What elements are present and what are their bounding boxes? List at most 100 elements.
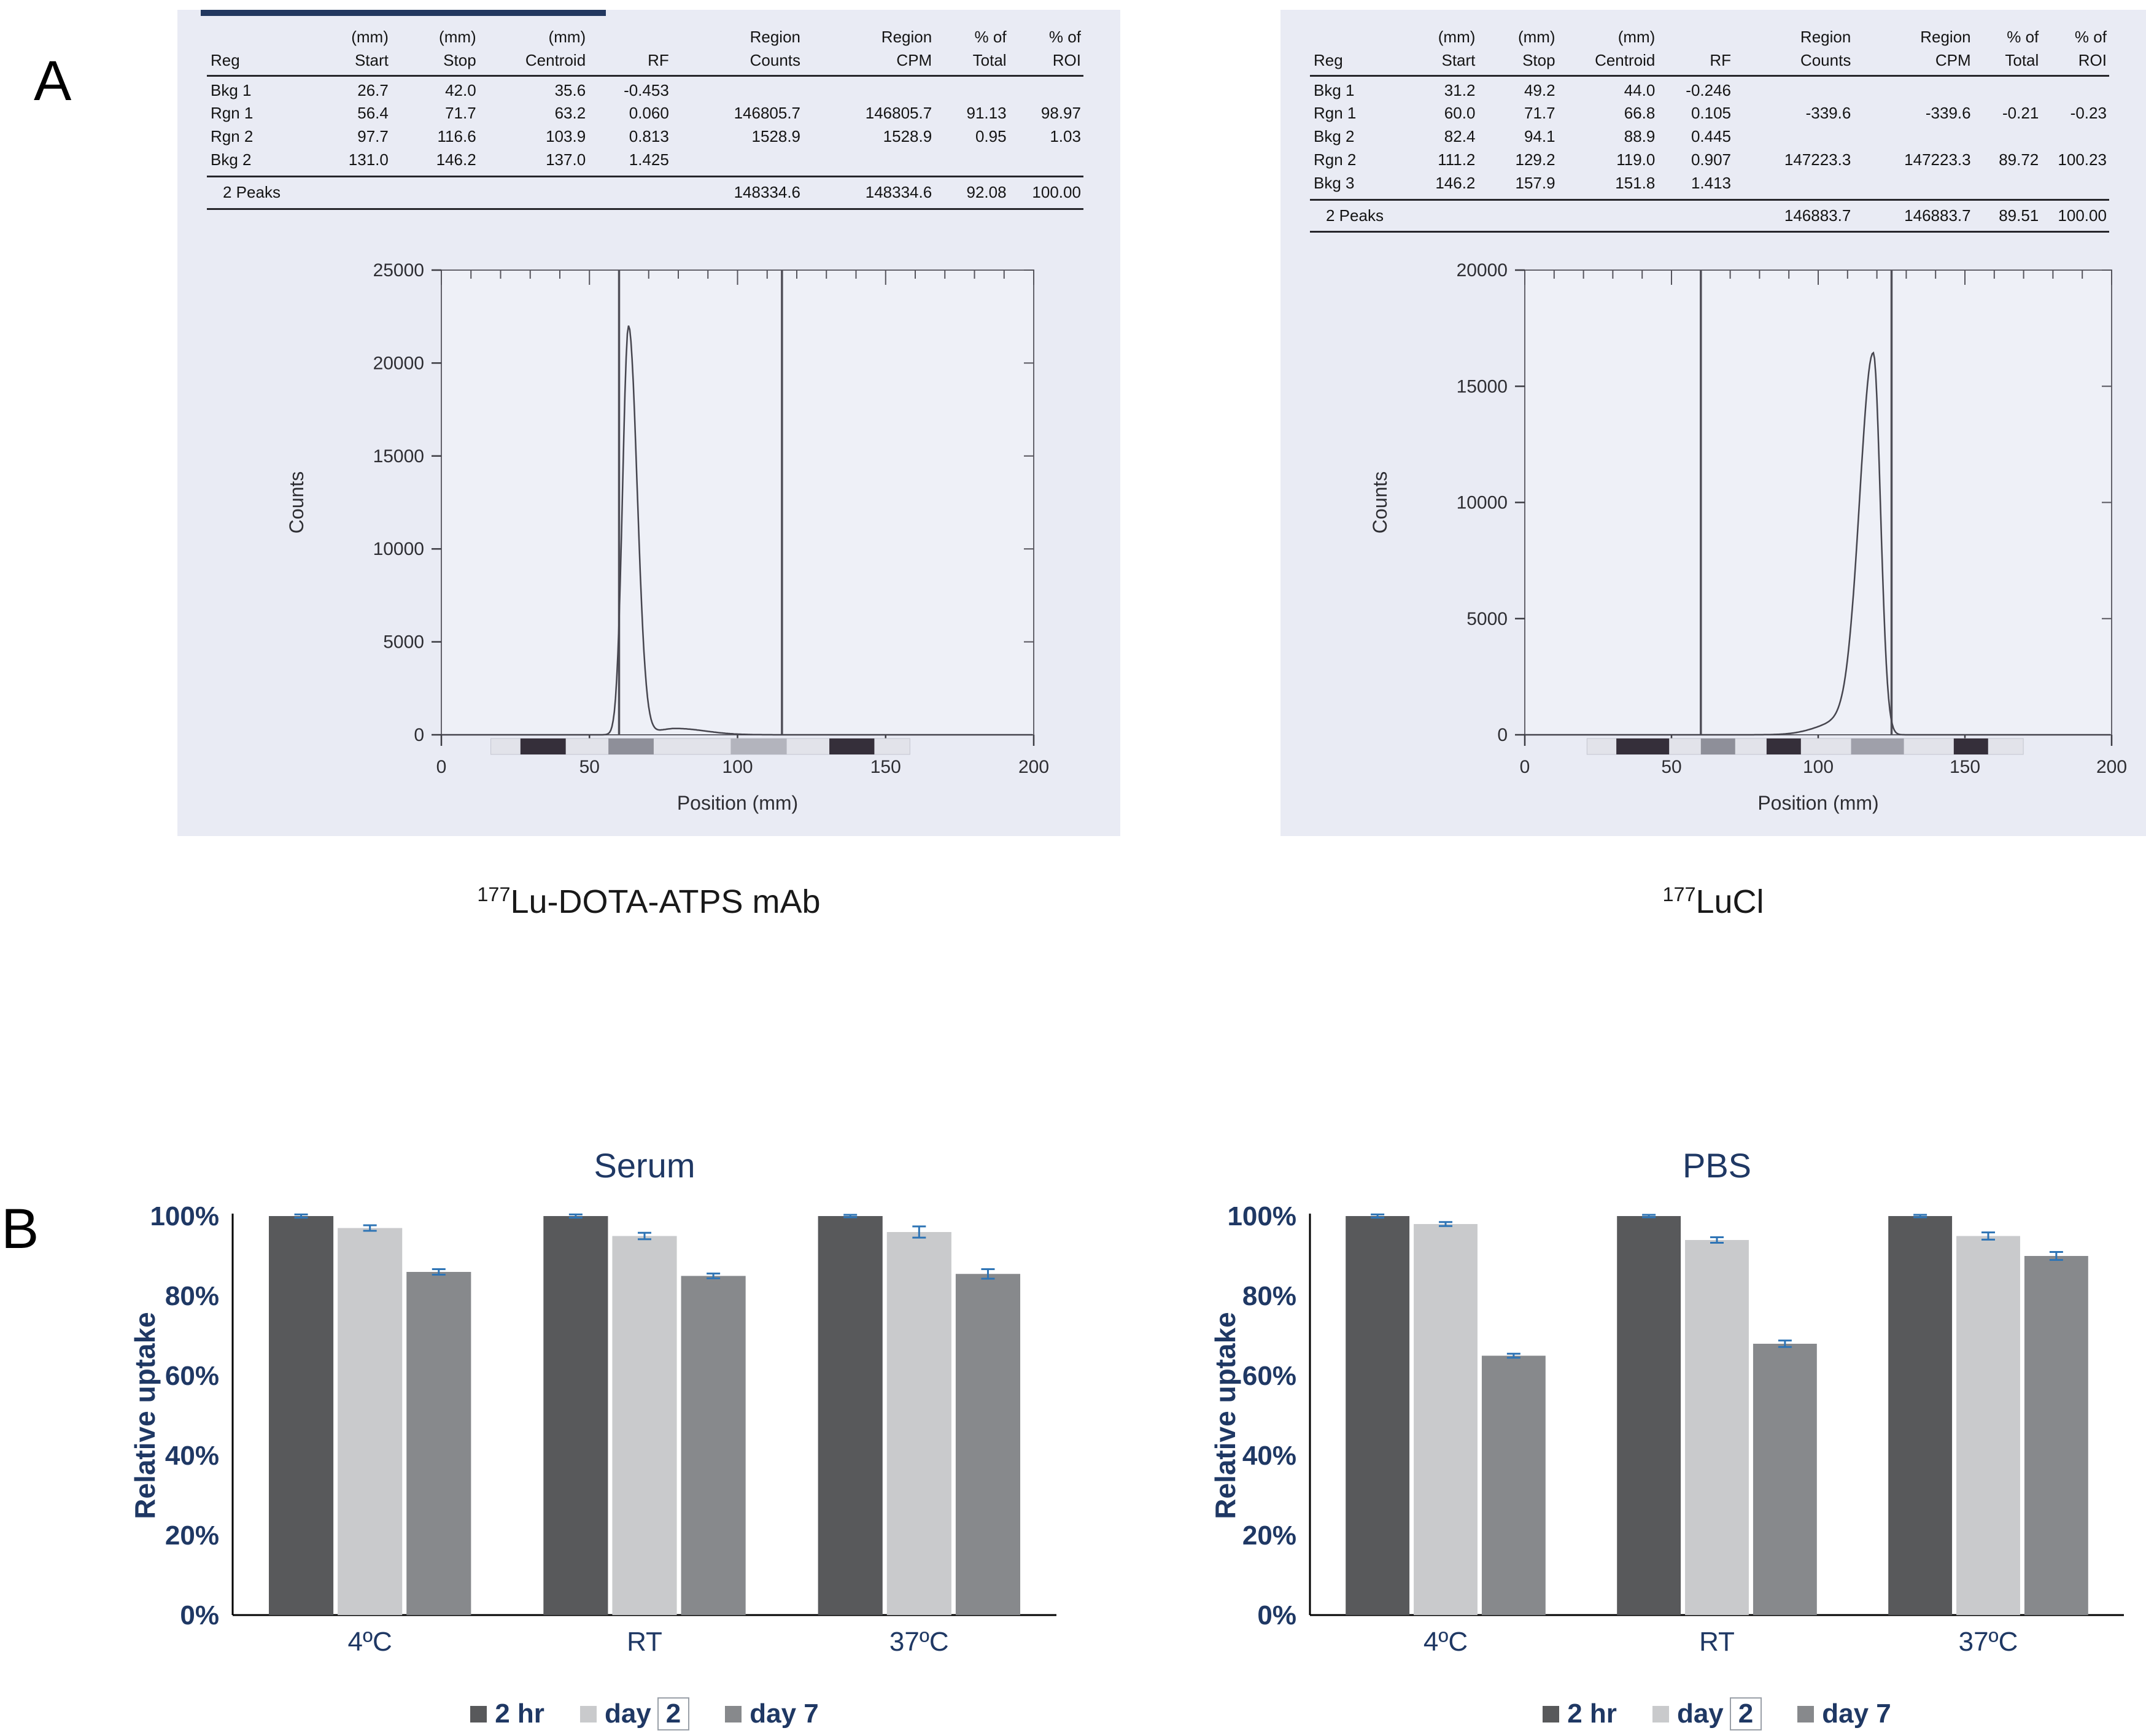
table-cell: 100.00 bbox=[1032, 182, 1081, 201]
scan-panel-lu-dota-atps: (mm) (mm) (mm) Region Region % of % of Reg Start… bbox=[177, 10, 1120, 836]
category-label: 4ºC bbox=[1424, 1627, 1468, 1657]
chromatogram-trace bbox=[1525, 351, 2111, 736]
category-label: RT bbox=[1699, 1627, 1735, 1657]
y-axis-title: Relative uptake bbox=[1209, 1312, 1241, 1519]
table-cell: 146805.7 bbox=[865, 104, 932, 123]
table-cell bbox=[1478, 204, 1557, 228]
isotope-superscript: 177 bbox=[1662, 883, 1696, 905]
table-cell: 100.23 bbox=[2058, 150, 2107, 169]
table-cell: Counts bbox=[750, 50, 801, 69]
table-cell: ROI bbox=[1052, 50, 1081, 69]
table-cell bbox=[2041, 79, 2109, 103]
table-cell: 0.060 bbox=[629, 104, 669, 123]
plot-area bbox=[441, 269, 1034, 735]
chromatogram-lucl: 0 5000 10000 15000 20000 0 50 100 150 200 Counts Po… bbox=[1317, 241, 2146, 842]
x-axis: 0 50 100 150 200 bbox=[1520, 735, 2127, 777]
bar-2-hr bbox=[543, 1216, 608, 1615]
error-bar bbox=[1439, 1221, 1452, 1227]
table-cell: 49.2 bbox=[1524, 80, 1555, 99]
legend-swatch bbox=[579, 1705, 597, 1722]
table-cell: 1.03 bbox=[1050, 127, 1081, 146]
legend-label-boxed: 2 bbox=[657, 1697, 690, 1730]
table-cell: 60.0 bbox=[1444, 104, 1476, 123]
table-row: (mm) (mm) (mm) Region Region % of % of bbox=[207, 26, 1083, 49]
table-cell: 146.2 bbox=[1435, 173, 1476, 192]
table-cell: 1528.9 bbox=[883, 127, 932, 146]
table-cell: Counts bbox=[1800, 50, 1851, 69]
x-tick-label: 0 bbox=[436, 757, 447, 777]
table-cell: % of bbox=[1048, 28, 1081, 46]
table-cell: Rgn 2 bbox=[1314, 150, 1357, 169]
bar-day-7 bbox=[1481, 1355, 1546, 1615]
table-cell: Total bbox=[972, 50, 1007, 69]
table-cell bbox=[1009, 79, 1083, 103]
table-cell: 98.97 bbox=[1040, 104, 1081, 123]
y-tick-label: 25000 bbox=[373, 260, 424, 281]
table-cell: 2 Peaks bbox=[223, 182, 281, 201]
table-row: Reg Start Stop Centroid RF Counts CPM Total ROI bbox=[1310, 49, 2109, 77]
x-axis-title: Position (mm) bbox=[677, 792, 798, 814]
y-tick-label: 10000 bbox=[1457, 493, 1508, 513]
table-cell bbox=[1558, 204, 1658, 228]
bar-2-hr bbox=[1346, 1216, 1410, 1615]
y-tick-label: 80% bbox=[165, 1281, 219, 1311]
table-cell: Region bbox=[881, 28, 932, 46]
y-tick-label: 0% bbox=[180, 1600, 219, 1630]
table-cell: -0.23 bbox=[2070, 104, 2107, 123]
error-bar bbox=[707, 1273, 721, 1279]
y-tick-label: 60% bbox=[1242, 1361, 1296, 1391]
bar-chart-svg: Serum 0% 20% 40% 60% 80% 100% 4ºC RT 37ºC Relative… bbox=[129, 1146, 1056, 1657]
table-cell: (mm) bbox=[439, 28, 476, 46]
y-tick-label: 5000 bbox=[1466, 609, 1508, 629]
table-cell bbox=[672, 79, 803, 103]
table-row: Reg Start Stop Centroid RF Counts CPM Total ROI bbox=[207, 49, 1083, 77]
x-tick-label: 100 bbox=[722, 757, 753, 777]
table-cell: Total bbox=[2005, 50, 2039, 69]
chart-title: Serum bbox=[594, 1146, 695, 1185]
table-cell: % of bbox=[2074, 28, 2107, 46]
table-cell bbox=[2041, 125, 2109, 149]
error-bar bbox=[568, 1213, 583, 1219]
tlc-region-segment bbox=[520, 738, 566, 754]
y-axis: 0 5000 10000 15000 20000 25000 bbox=[373, 260, 441, 745]
table-cell: Centroid bbox=[525, 50, 586, 69]
y-tick-label: 20% bbox=[1242, 1521, 1296, 1551]
bar-2-hr bbox=[818, 1216, 883, 1615]
error-bar bbox=[981, 1268, 995, 1280]
table-cell: 1.425 bbox=[629, 150, 669, 169]
panel-b-label: B bbox=[1, 1198, 39, 1260]
table-cell: 26.7 bbox=[357, 80, 389, 99]
x-tick-label: 50 bbox=[579, 757, 600, 777]
table-cell bbox=[207, 26, 295, 49]
pbs-bar-chart: PBS 0% 20% 40% 60% 80% 100% 4ºC RT 37ºC Relative u… bbox=[1203, 1139, 2146, 1670]
legend-item: 2 hr bbox=[470, 1699, 544, 1729]
table-cell: Rgn 2 bbox=[211, 127, 254, 146]
table-cell bbox=[1974, 79, 2042, 103]
table-cell: (mm) bbox=[351, 28, 389, 46]
y-tick-label: 100% bbox=[1227, 1201, 1296, 1231]
bar-day-7 bbox=[955, 1274, 1021, 1615]
caption-lucl: 177LuCl bbox=[1280, 883, 2146, 921]
bar-day-2 bbox=[886, 1232, 951, 1615]
table-cell bbox=[1733, 79, 1853, 103]
table-row: Bkg 3 146.2 157.9 151.8 1.413 bbox=[1310, 172, 2109, 195]
table-cell bbox=[1853, 79, 1973, 103]
error-bar bbox=[1913, 1214, 1927, 1219]
tlc-region-segment bbox=[730, 738, 787, 754]
table-cell: 97.7 bbox=[357, 127, 389, 146]
table-cell: RF bbox=[648, 50, 669, 69]
table-cell: 2 Peaks bbox=[1326, 206, 1384, 225]
table-cell: 0.105 bbox=[1691, 104, 1732, 123]
table-cell: 82.4 bbox=[1444, 127, 1476, 146]
error-bar bbox=[432, 1268, 446, 1276]
table-cell: -339.6 bbox=[1805, 104, 1851, 123]
table-cell: 42.0 bbox=[445, 80, 476, 99]
table-cell: 94.1 bbox=[1524, 127, 1555, 146]
table-cell: Start bbox=[354, 50, 389, 69]
tlc-region-segment bbox=[1851, 738, 1904, 754]
caption-text: LuCl bbox=[1695, 883, 1764, 920]
table-cell: 0.445 bbox=[1691, 127, 1732, 146]
tlc-region-segment bbox=[1616, 738, 1670, 754]
tlc-region-segment bbox=[1953, 738, 1988, 754]
table-cell: CPM bbox=[1935, 50, 1971, 69]
